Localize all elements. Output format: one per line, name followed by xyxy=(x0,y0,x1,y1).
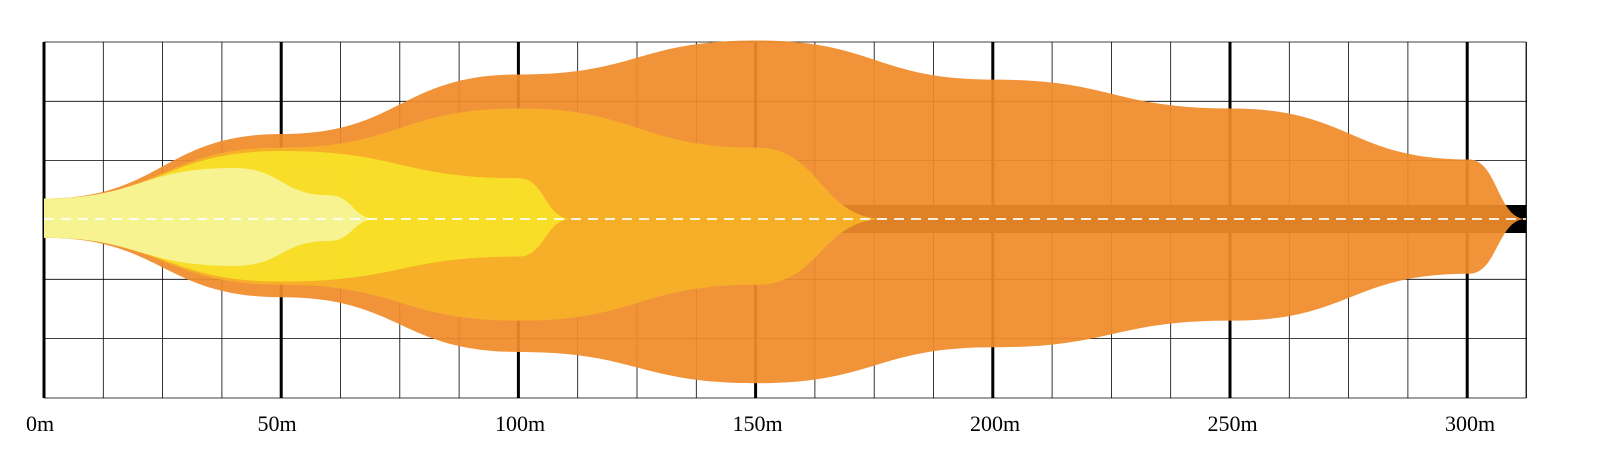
beam-zones xyxy=(44,40,1526,384)
x-tick-label: 50m xyxy=(258,411,297,436)
x-tick-label: 100m xyxy=(495,411,545,436)
beam-zone-4 xyxy=(44,168,377,266)
x-tick-label: 250m xyxy=(1208,411,1258,436)
x-tick-label: 200m xyxy=(970,411,1020,436)
x-tick-labels: 0m 50m 100m 150m 200m 250m 300m xyxy=(26,411,1495,436)
x-tick-label: 150m xyxy=(733,411,783,436)
x-tick-label: 0m xyxy=(26,411,54,436)
x-tick-label: 300m xyxy=(1445,411,1495,436)
